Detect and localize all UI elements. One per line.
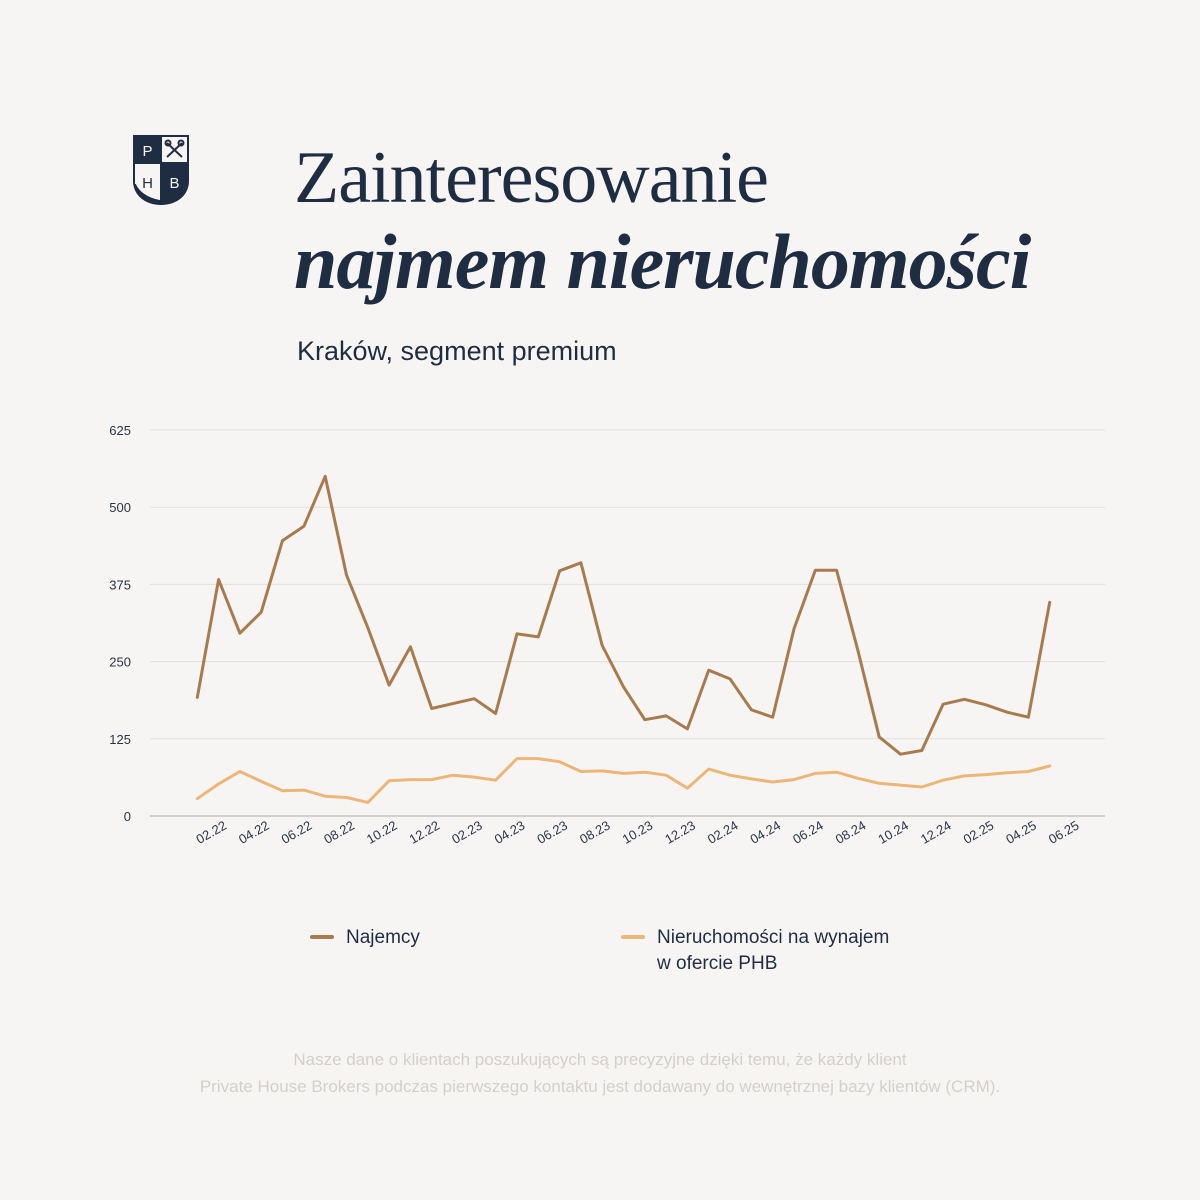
legend-label-tenants: Najemcy: [346, 927, 420, 948]
legend-item-listings: Nieruchomości na wynajem w ofercie PHB: [621, 925, 941, 977]
x-tick-label: 10.23: [620, 818, 656, 847]
page-subtitle: Kraków, segment premium: [297, 336, 617, 366]
y-tick-label: 625: [109, 423, 131, 438]
x-tick-label: 02.25: [961, 818, 997, 847]
x-tick-label: 12.23: [662, 818, 698, 847]
legend-label-listings-line2: w ofercie PHB: [657, 953, 778, 974]
x-tick-label: 04.22: [236, 818, 272, 847]
x-tick-label: 08.23: [577, 818, 613, 847]
x-tick-label: 10.22: [364, 818, 400, 847]
y-tick-label: 500: [109, 500, 131, 515]
chart-series: [195, 474, 1052, 804]
legend-swatch-listings: [621, 935, 645, 939]
footnote-line2: Private House Brokers podczas pierwszego…: [199, 1077, 1001, 1096]
page-title-line1: Zainteresowanie: [294, 137, 769, 219]
keys-icon: [164, 139, 185, 158]
x-tick-label: 04.24: [747, 818, 783, 847]
x-axis-ticks: 02.22 04.22 06.22 08.22 10.22 12.22 02.23 04.23…: [193, 818, 1081, 847]
x-tick-label: 04.23: [492, 818, 528, 847]
x-tick-label: 08.24: [833, 818, 869, 847]
series-line-tenants: [195, 474, 1052, 756]
y-axis-ticks: 0 125 250 375 500 625: [109, 423, 131, 824]
logo-letter-h: H: [142, 175, 153, 192]
x-tick-label: 08.22: [321, 818, 357, 847]
x-tick-label: 02.22: [193, 818, 229, 847]
logo-letter-p: P: [142, 143, 152, 160]
legend-swatch-tenants: [310, 935, 334, 939]
x-tick-label: 12.22: [407, 818, 443, 847]
x-tick-label: 06.24: [790, 818, 826, 847]
legend-label-listings-line1: Nieruchomości na wynajem: [657, 927, 890, 948]
x-tick-label: 12.24: [918, 818, 954, 847]
page-title-line2: najmem nieruchomości: [294, 218, 1031, 305]
footnote-line1: Nasze dane o klientach poszukujących są …: [293, 1050, 907, 1069]
series-line-listings: [195, 757, 1052, 804]
x-tick-label: 06.23: [534, 818, 570, 847]
x-tick-label: 06.25: [1046, 818, 1082, 847]
phb-logo: P H B: [133, 135, 189, 205]
y-tick-label: 125: [109, 732, 131, 747]
legend-item-tenants: Najemcy: [310, 925, 420, 951]
footnote: Nasze dane o klientach poszukujących są …: [100, 1046, 1100, 1100]
x-tick-label: 02.24: [705, 818, 741, 847]
y-tick-label: 0: [124, 809, 131, 824]
y-tick-label: 250: [109, 655, 131, 670]
chart-grid: [150, 429, 1105, 817]
x-tick-label: 04.25: [1003, 818, 1039, 847]
x-tick-label: 10.24: [875, 818, 911, 847]
x-tick-label: 06.22: [279, 818, 315, 847]
y-tick-label: 375: [109, 577, 131, 592]
x-tick-label: 02.23: [449, 818, 485, 847]
logo-letter-b: B: [169, 175, 179, 192]
